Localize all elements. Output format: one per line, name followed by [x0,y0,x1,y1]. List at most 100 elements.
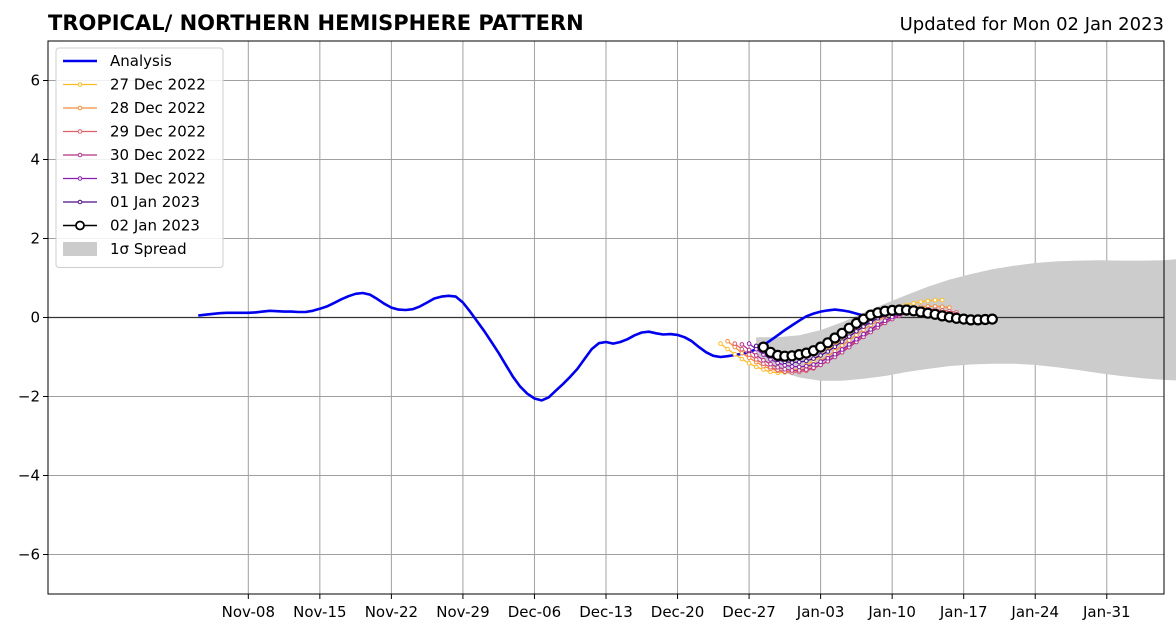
forecast-point-4-5 [782,363,788,368]
x-tick-label-11: Jan-24 [1010,603,1059,621]
chart-title: TROPICAL/ NORTHERN HEMISPHERE PATTERN [48,11,584,35]
forecast-point-5-11 [832,344,838,350]
legend-forecast-label-2: 29 Dec 2022 [110,123,206,141]
y-tick-label-3: 0 [30,309,40,327]
x-tick-label-3: Nov-29 [436,603,489,621]
forecast-point-0-0 [718,341,723,346]
forecast-point-3-6 [782,366,788,372]
forecast-point-2-0 [732,341,738,346]
forecast-point-4-11 [825,355,831,361]
forecast-point-0-27 [911,301,916,306]
legend-forecast-marker-1 [77,105,83,111]
forecast-point-3-2 [753,353,759,358]
forecast-point-3-1 [746,347,752,353]
x-tick-label-6: Dec-20 [651,603,705,621]
forecast-point-4-14 [846,342,852,347]
x-tick-label-1: Nov-15 [293,603,346,621]
forecast-point-4-0 [746,341,752,346]
chart-subtitle: Updated for Mon 02 Jan 2023 [900,14,1164,35]
forecast-point-3-4 [768,361,773,367]
forecast-point-1-17 [846,338,852,343]
forecast-point-0-5 [753,364,759,370]
y-tick-label-5: 4 [30,151,40,169]
y-tick-label-1: −4 [18,467,40,485]
legend-forecast-label-0: 27 Dec 2022 [110,76,206,94]
forecast-point-0-2 [732,351,738,357]
y-axis-ticks: −6 −4 −2 0 2 4 6 [18,72,48,564]
legend-forecast-marker-2 [77,129,83,134]
x-tick-label-0: Nov-08 [222,603,275,621]
forecast-point-0-28 [918,299,924,305]
forecast-point-5-10 [825,349,831,354]
legend-forecast-marker-5 [77,199,83,205]
forecast-point-5-8 [811,356,816,361]
forecast-point-5-6 [796,359,802,365]
forecast-point-1-31 [947,305,952,310]
legend-analysis-label: Analysis [110,52,172,70]
forecast-point-5-14 [854,329,859,334]
forecast-point-0-30 [932,297,938,303]
forecast-point-3-7 [789,368,795,373]
forecast-point-1-16 [839,343,845,348]
forecast-point-4-9 [811,362,816,367]
forecast-point-0-1 [725,346,730,352]
x-tick-label-5: Dec-13 [579,603,633,621]
forecast-point-5-16 [868,319,874,325]
forecast-point-4-12 [832,351,838,357]
forecast-point-2-1 [739,346,745,352]
forecast-point-1-18 [854,332,859,338]
legend: Analysis 27 Dec 2022 28 Dec 2022 29 Dec 202… [55,47,224,268]
forecast-point-5-9 [818,353,823,358]
forecast-point-2-3 [753,357,759,362]
x-tick-label-9: Jan-10 [867,603,916,621]
legend-forecast-marker-0 [77,82,83,87]
forecast-point-6-32 [986,313,998,325]
legend-forecast-marker-6 [75,220,85,231]
forecast-point-4-18 [875,322,881,327]
forecast-point-0-4 [746,361,752,366]
forecast-point-5-7 [804,358,809,364]
y-tick-label-2: −2 [18,388,40,406]
forecast-point-1-30 [939,304,945,310]
forecast-point-5-15 [861,324,866,329]
forecast-point-5-12 [839,339,845,344]
x-tick-label-7: Dec-27 [722,603,776,621]
forecast-point-4-7 [796,364,802,370]
forecast-point-1-0 [725,338,730,344]
forecast-point-0-31 [939,297,945,303]
legend-box [55,47,224,268]
forecast-point-0-29 [925,298,931,304]
legend-spread-label: 1σ Spread [110,240,187,258]
legend-forecast-marker-3 [77,152,83,158]
legend-spread-swatch [63,242,97,256]
legend-forecast-label-4: 31 Dec 2022 [110,170,206,188]
forecast-point-4-6 [789,364,795,369]
forecast-point-3-0 [739,342,745,347]
forecast-point-3-3 [761,357,766,363]
forecast-point-4-8 [804,363,809,369]
forecast-point-6-0 [757,341,770,353]
forecast-point-4-13 [839,347,845,352]
forecast-point-2-2 [746,352,752,357]
legend-forecast-label-1: 28 Dec 2022 [110,99,206,117]
forecast-6 [757,304,998,362]
forecast-point-6-11 [836,327,848,339]
legend-forecast-label-6: 02 Jan 2023 [110,217,200,235]
x-axis-ticks: Nov-08 Nov-15 Nov-22 Nov-29 Dec-06 Dec-13 Dec-… [222,594,1131,621]
forecast-point-0-3 [739,356,745,362]
forecast-point-5-13 [846,334,852,339]
forecast-point-5-0 [753,343,759,349]
x-tick-label-10: Jan-17 [939,603,988,621]
legend-forecast-label-5: 01 Jan 2023 [110,193,200,211]
y-tick-label-6: 6 [30,72,40,90]
legend-forecast-marker-4 [77,176,83,181]
legend-forecast-label-3: 30 Dec 2022 [110,146,206,164]
x-tick-label-8: Jan-03 [796,603,845,621]
x-tick-label-2: Nov-22 [365,603,418,621]
y-tick-label-0: −6 [18,546,40,564]
forecast-point-4-19 [882,318,888,324]
forecast-point-4-10 [818,359,823,365]
forecast-point-3-5 [775,365,781,370]
forecast-point-1-2 [739,350,745,356]
